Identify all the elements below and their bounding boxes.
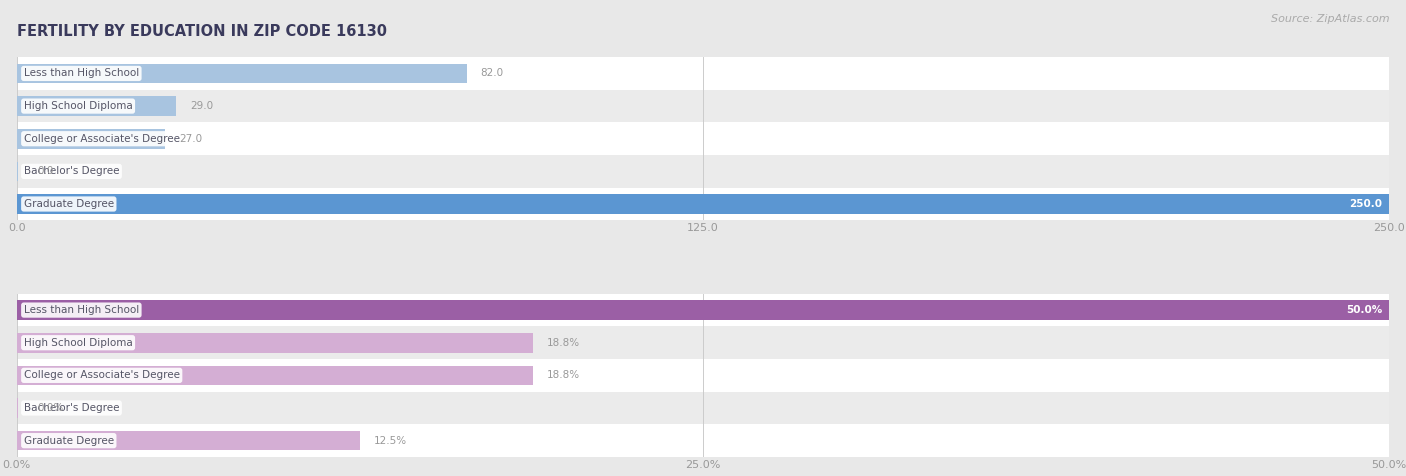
Text: 29.0: 29.0 (190, 101, 212, 111)
Bar (17, 431, 360, 450)
Text: 27.0: 27.0 (179, 134, 202, 144)
Text: College or Associate's Degree: College or Associate's Degree (24, 134, 180, 144)
Text: College or Associate's Degree: College or Associate's Degree (24, 370, 180, 380)
Bar (17, 96, 176, 116)
Text: High School Diploma: High School Diploma (24, 101, 132, 111)
Text: 0.0%: 0.0% (38, 403, 63, 413)
Text: Graduate Degree: Graduate Degree (24, 199, 114, 209)
Text: 50.0%: 50.0% (1346, 305, 1382, 315)
Text: Less than High School: Less than High School (24, 69, 139, 79)
Text: 18.8%: 18.8% (547, 370, 579, 380)
Bar (17, 64, 467, 83)
Text: Bachelor's Degree: Bachelor's Degree (24, 403, 120, 413)
Bar (17, 90, 1389, 122)
Bar (17, 424, 1389, 457)
Bar (17, 392, 1389, 424)
Text: 18.8%: 18.8% (547, 337, 579, 348)
Text: FERTILITY BY EDUCATION IN ZIP CODE 16130: FERTILITY BY EDUCATION IN ZIP CODE 16130 (17, 24, 387, 39)
Bar (17, 294, 1389, 327)
Text: Source: ZipAtlas.com: Source: ZipAtlas.com (1271, 14, 1389, 24)
Bar (17, 129, 165, 149)
Bar (17, 188, 1389, 220)
Text: 250.0: 250.0 (1350, 199, 1382, 209)
Bar (17, 333, 533, 353)
Text: 82.0: 82.0 (481, 69, 503, 79)
Text: Less than High School: Less than High School (24, 305, 139, 315)
Text: 12.5%: 12.5% (374, 436, 406, 446)
Bar (17, 155, 1389, 188)
Bar (17, 327, 1389, 359)
Bar (17, 122, 1389, 155)
Bar (17, 366, 533, 385)
Bar (17, 359, 1389, 392)
Text: Bachelor's Degree: Bachelor's Degree (24, 166, 120, 177)
Text: High School Diploma: High School Diploma (24, 337, 132, 348)
Text: 0.0: 0.0 (38, 166, 53, 177)
Bar (17, 300, 1389, 320)
Text: Graduate Degree: Graduate Degree (24, 436, 114, 446)
Bar (17, 57, 1389, 90)
Bar (17, 194, 1389, 214)
